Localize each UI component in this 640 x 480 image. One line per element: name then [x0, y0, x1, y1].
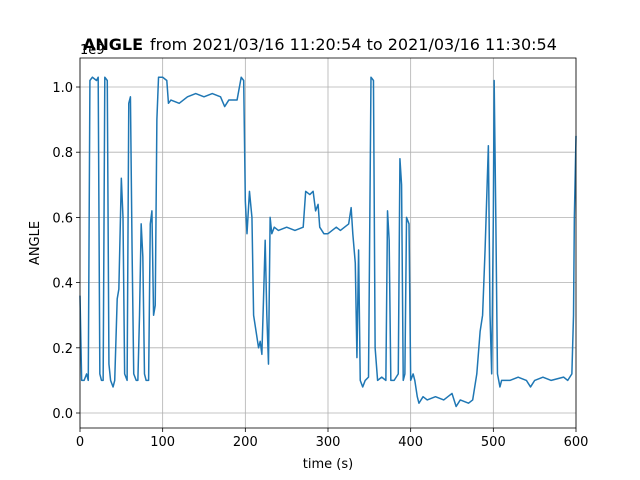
y-tick-label: 0.0: [52, 407, 73, 422]
y-tick-label: 0.6: [52, 211, 73, 226]
chart-title: from 2021/03/16 11:20:54 to 2021/03/16 1…: [150, 35, 557, 54]
x-tick-label: 300: [316, 435, 341, 450]
x-tick-label: 100: [150, 435, 175, 450]
plot-frame: [79, 57, 577, 429]
data-line: [79, 76, 577, 408]
y-tick-label: 1.0: [52, 81, 73, 96]
x-tick-label: 200: [233, 435, 258, 450]
x-tick-label: 500: [481, 435, 506, 450]
x-tick-label: 600: [564, 435, 589, 450]
y-tick-label: 0.2: [52, 342, 73, 357]
y-tick-label: 0.8: [52, 146, 73, 161]
y-tick-label: 0.4: [52, 277, 73, 292]
x-tick-label: 0: [76, 435, 84, 450]
chart-title-bold: ANGLE: [83, 35, 143, 54]
y-offset-text: 1e9: [80, 43, 105, 58]
x-tick-label: 400: [398, 435, 423, 450]
y-axis-label: ANGLE: [28, 221, 43, 265]
x-axis-label: time (s): [303, 457, 353, 472]
